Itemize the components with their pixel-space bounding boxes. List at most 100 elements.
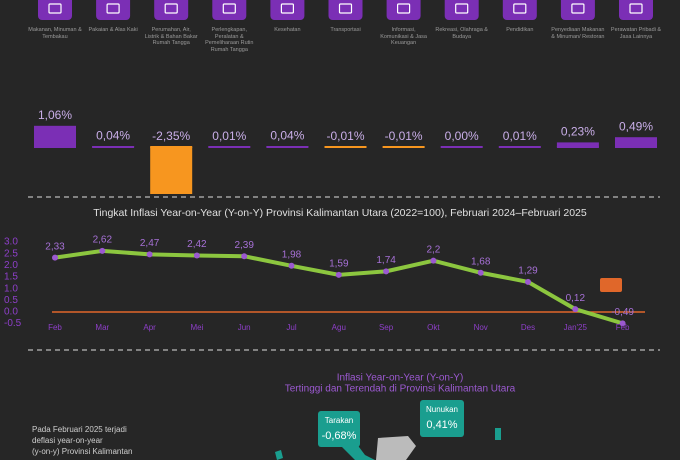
category-icon [502,0,537,20]
map-shape [376,436,416,460]
bar-cap [208,146,251,148]
y-tick-label: 3.0 [4,237,18,248]
category-icon [154,0,189,20]
callout-name: Nunukan [426,405,458,414]
bar [556,142,599,147]
category-icon [212,0,247,20]
bar-cap [150,146,193,148]
icon-glyph [338,3,353,14]
y-tick-label: 1.0 [4,283,18,294]
value-label: 1,74 [376,255,396,266]
bar-cap [556,146,599,148]
marker [99,247,106,254]
value-label: 2,39 [234,240,254,251]
x-tick-label: Jan'25 [564,323,588,332]
y-tick-label: 2.5 [4,248,18,259]
category-label: Transportasi [330,27,361,33]
section-title: Tertinggi dan Terendah di Provinsi Kalim… [285,384,516,395]
callout-value: -0,68% [322,430,357,442]
x-tick-label: Okt [427,323,440,332]
category-icon [619,0,653,20]
bar [34,125,76,147]
bar [150,147,193,194]
category-icon [270,0,305,20]
value-label: 2,42 [187,239,207,250]
value-label: 1,29 [518,266,538,277]
y-tick-label: 1.5 [4,272,18,283]
icon-glyph [513,3,527,14]
icon-glyph [455,3,469,14]
icon-glyph [571,3,585,14]
value-label: 0,49% [619,119,653,133]
icon-glyph [222,3,236,14]
bar-cap [324,146,367,148]
marker [146,251,153,258]
bar-cap [382,146,425,148]
category-label: Pendidikan [506,27,534,33]
value-label: 2,2 [426,244,440,255]
paragraph-line: (y-on-y) Provinsi Kalimantan [32,447,133,456]
value-label: -0,49 [611,307,634,318]
callout-box [420,400,464,437]
marker [430,257,437,264]
bar-cap [34,146,76,148]
truck-icon [600,278,622,292]
bar [615,137,657,147]
paragraph-line: deflasi year-on-year [32,436,103,445]
x-tick-label: Apr [143,323,156,332]
y-tick-label: -0.5 [4,318,22,329]
x-tick-label: Mar [95,323,109,332]
category-label: Pakaian & Alas Kaki [88,27,138,33]
marker [383,268,390,275]
marker [619,320,626,327]
x-tick-label: Nov [474,323,488,332]
x-tick-label: Mei [190,323,203,332]
x-tick-label: Feb [616,323,630,332]
category-label: Perlengkapan, Peralatan & Pemeliharaan R… [205,27,254,53]
value-label: 0,00% [445,129,479,143]
value-label: 1,68 [471,256,491,267]
x-tick-label: Feb [48,323,62,332]
category-label: Penyediaan Makanan & Minuman/ Restoran [551,27,605,40]
value-label: 2,33 [45,241,65,252]
icon-glyph [629,3,643,14]
callout-value: 0,41% [426,419,457,431]
y-tick-label: 0.5 [4,295,18,306]
x-tick-label: Jun [238,323,251,332]
category-label: Informasi, Komunikasi & Jasa Keuangan [380,27,427,46]
marker [241,253,248,260]
icon-glyph [106,3,120,14]
y-tick-label: 0.0 [4,307,18,318]
marker [335,271,342,278]
category-label: Perawatan Pribadi & Jasa Lainnya [610,27,662,40]
category-icon [386,0,421,20]
category-label: Rekreasi, Olahraga & Budaya [435,27,488,40]
marker [572,306,579,313]
icon-glyph [280,3,294,14]
value-label: 0,01% [212,129,246,143]
category-label: Makanan, Minuman & Tembakau [28,27,82,40]
category-icon [96,0,131,20]
icon-glyph [164,3,178,14]
bar-cap [92,146,135,148]
value-label: 0,12 [566,293,586,304]
value-label: 1,59 [329,259,349,270]
category-label: Kesehatan [274,27,301,33]
x-tick-label: Sep [379,323,394,332]
x-tick-label: Jul [286,323,296,332]
x-tick-label: Des [521,323,535,332]
bar-cap [266,146,309,148]
category-icon [444,0,479,20]
marker [477,269,484,276]
category-icon [560,0,595,20]
marker [193,252,200,259]
value-label: 2,47 [140,238,160,249]
value-label: 0,01% [503,129,537,143]
marker [525,278,531,285]
bar-cap [440,146,483,148]
icon-glyph [48,3,62,14]
marker [288,262,295,269]
value-label: 0,04% [96,128,130,142]
